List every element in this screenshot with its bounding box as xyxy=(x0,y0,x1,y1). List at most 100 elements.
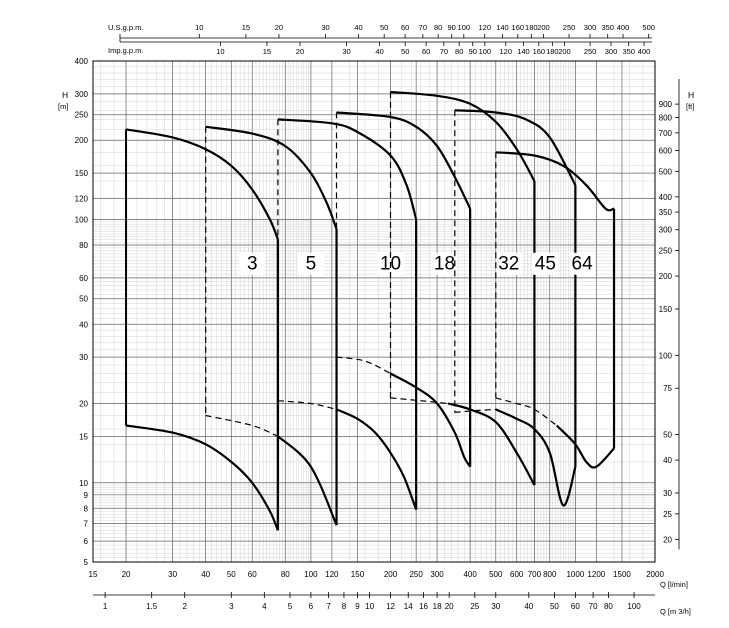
m3h-tick-label: 1 xyxy=(103,602,108,611)
m3h-tick-label: 12 xyxy=(386,602,395,611)
usgpm-tick-label: 50 xyxy=(380,23,388,32)
x-axis-lmin: 15 20 30 40 50 60 80 100 120 150 200 250 300 400 500 60… xyxy=(89,570,665,579)
y-right-unit: [ft] xyxy=(686,102,694,111)
m3h-tick-label: 20 xyxy=(445,602,454,611)
x-tick-label: 120 xyxy=(325,570,339,579)
ft-tick-label: 75 xyxy=(663,384,672,393)
series-32-label-bg xyxy=(495,252,522,275)
usgpm-tick-label: 160 xyxy=(512,23,525,32)
m3h-tick-label: 80 xyxy=(604,602,613,611)
y-tick-label: 6 xyxy=(84,537,89,546)
usgpm-tick-label: 200 xyxy=(537,23,550,32)
impgpm-tick-label: 140 xyxy=(517,47,530,56)
series-45-label-bg xyxy=(532,252,559,275)
impgpm-tick-label: 120 xyxy=(500,47,513,56)
series-64-min-dashed xyxy=(495,397,558,426)
x-tick-label: 500 xyxy=(489,570,503,579)
x-tick-label: 600 xyxy=(510,570,524,579)
series-18: 18 xyxy=(335,111,472,468)
x-tick-label: 60 xyxy=(248,570,257,579)
x-tick-label: 50 xyxy=(227,570,236,579)
series-32-min-curve xyxy=(447,402,536,486)
m3h-tick-label: 9 xyxy=(355,602,360,611)
y-tick-label: 50 xyxy=(79,295,88,304)
ft-tick-label: 150 xyxy=(659,305,673,314)
series-45-min-curve xyxy=(495,408,577,507)
ft-tick-label: 800 xyxy=(659,114,673,123)
y-left-label: H xyxy=(62,90,68,100)
usgpm-tick-label: 350 xyxy=(601,23,614,32)
series-32-label: 32 xyxy=(498,254,519,275)
x-tick-label: 400 xyxy=(463,570,477,579)
x-lmin-label: Q [l/min] xyxy=(660,580,688,589)
usgpm-tick-label: 90 xyxy=(448,23,456,32)
impgpm-tick-label: 80 xyxy=(455,47,463,56)
x-tick-label: 200 xyxy=(384,570,398,579)
usgpm-tick-label: 300 xyxy=(584,23,597,32)
y-tick-label: 7 xyxy=(84,520,89,529)
y-axis-right: 20 25 30 40 50 75 100 150 200 250 300 350 400 500 600 7… xyxy=(659,79,680,550)
m3h-tick-label: 100 xyxy=(627,602,641,611)
series-3-min-curve xyxy=(125,424,279,531)
usgpm-tick-label: 30 xyxy=(321,23,329,32)
series-45-label: 45 xyxy=(535,254,556,275)
impgpm-tick-label: 70 xyxy=(440,47,448,56)
plot-frame xyxy=(92,60,656,563)
series-18-label-bg xyxy=(431,252,458,275)
ft-tick-label: 350 xyxy=(659,208,673,217)
series-45: 45 xyxy=(454,109,577,507)
y-tick-label: 250 xyxy=(75,111,89,120)
pump-curves: 3 5 10 18 32 45 64 xyxy=(125,90,616,531)
impgpm-tick-label: 250 xyxy=(584,47,597,56)
series-5-min-dashed xyxy=(205,414,279,437)
ft-tick-label: 700 xyxy=(659,129,673,138)
series-10-min-curve xyxy=(336,408,418,511)
m3h-tick-label: 25 xyxy=(470,602,479,611)
series-5-max-curve xyxy=(205,125,338,230)
impgpm-tick-label: 90 xyxy=(469,47,477,56)
usgpm-tick-label: 180 xyxy=(525,23,538,32)
x-usgpm-label: U.S.g.p.m. xyxy=(108,23,143,32)
impgpm-tick-label: 15 xyxy=(263,47,271,56)
y-tick-label: 8 xyxy=(84,504,89,513)
x-impgpm-label: Imp.g.p.m. xyxy=(108,46,143,55)
usgpm-tick-label: 15 xyxy=(242,23,250,32)
impgpm-tick-label: 40 xyxy=(375,47,383,56)
series-18-min-dashed xyxy=(336,356,391,375)
y-tick-label: 300 xyxy=(75,90,89,99)
series-64-label: 64 xyxy=(572,254,594,275)
m3h-tick-label: 18 xyxy=(433,602,442,611)
x-tick-label: 40 xyxy=(201,570,210,579)
x-tick-label: 100 xyxy=(304,570,318,579)
x-tick-label: 300 xyxy=(430,570,444,579)
x-tick-label: 250 xyxy=(409,570,423,579)
x-tick-label: 20 xyxy=(122,570,131,579)
m3h-tick-label: 2 xyxy=(182,602,187,611)
y-tick-label: 10 xyxy=(79,479,88,488)
series-64: 64 xyxy=(495,151,616,469)
series-32-min-dashed xyxy=(390,397,449,405)
series-18-label: 18 xyxy=(434,254,455,275)
ft-tick-label: 300 xyxy=(659,226,673,235)
x-tick-label: 1200 xyxy=(587,570,605,579)
impgpm-tick-label: 10 xyxy=(216,47,224,56)
ft-tick-label: 30 xyxy=(663,489,672,498)
series-3: 3 xyxy=(125,128,279,531)
x-tick-label: 15 xyxy=(89,570,98,579)
y-tick-label: 400 xyxy=(75,57,89,66)
usgpm-tick-label: 20 xyxy=(275,23,283,32)
usgpm-tick-label: 60 xyxy=(401,23,409,32)
ft-tick-label: 250 xyxy=(659,247,673,256)
x-axis-m3h: 1 1.5 2 3 4 5 6 7 8 9 10 12 14 16 18 20 25 30 40 50 60 70 80 10… xyxy=(93,592,655,611)
ft-tick-label: 20 xyxy=(663,535,672,544)
usgpm-tick-label: 500 xyxy=(642,23,655,32)
impgpm-tick-label: 160 xyxy=(533,47,546,56)
x-axis-impgpm: 10 15 20 30 40 50 60 70 80 90 100 120 140 160 180 200 25… xyxy=(120,41,652,56)
ft-tick-label: 200 xyxy=(659,272,673,281)
usgpm-tick-label: 70 xyxy=(419,23,427,32)
ft-tick-label: 500 xyxy=(659,167,673,176)
series-10-min-dashed xyxy=(277,400,337,410)
y-tick-label: 9 xyxy=(84,491,89,500)
m3h-tick-label: 30 xyxy=(491,602,500,611)
series-3-label-bg xyxy=(239,252,266,275)
